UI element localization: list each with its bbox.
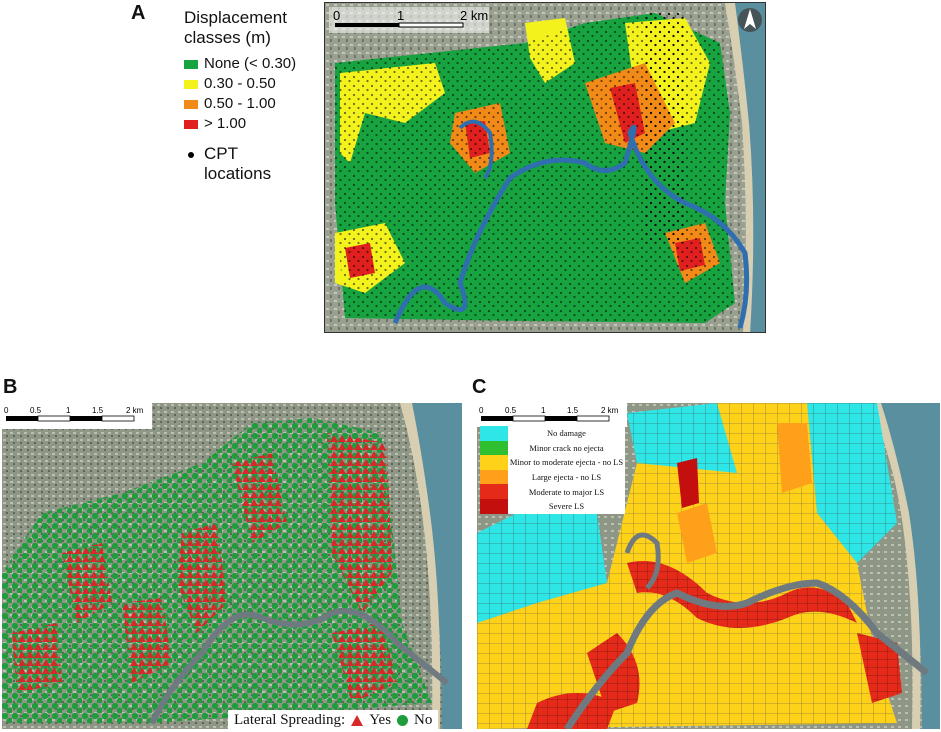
yes-triangle-icon <box>351 714 364 726</box>
damage-class-row: No damage <box>480 426 625 441</box>
legend-label: Lateral Spreading: <box>234 711 346 728</box>
no-circle-icon <box>397 714 409 726</box>
scale-b-t0: 0 <box>4 406 9 415</box>
scale-a-t0: 0 <box>333 8 340 23</box>
damage-label: Minor to moderate ejecta - no LS <box>509 457 624 468</box>
legend-title-line1: Displacement <box>184 8 287 27</box>
legend-label: > 1.00 <box>204 115 247 132</box>
damage-class-row: Large ejecta - no LS <box>480 469 625 485</box>
legend-cpt: CPT locations <box>184 144 314 184</box>
cpt-label-line2: locations <box>204 164 272 183</box>
legend-label: 0.30 - 0.50 <box>204 75 276 92</box>
damage-class-row: Moderate to major LS <box>480 484 625 499</box>
cpt-dot-icon <box>188 152 194 158</box>
no-label: No <box>414 711 433 728</box>
swatch-050-100 <box>184 99 198 109</box>
scale-b-t1: 0.5 <box>30 406 42 415</box>
scale-b-t3: 1.5 <box>92 406 104 415</box>
swatch-moderate-major-ls <box>480 484 508 499</box>
legend-class-050-100: 0.50 - 1.00 <box>184 94 314 114</box>
legend-label: None (< 0.30) <box>204 55 297 72</box>
swatch-severe-ls <box>480 498 508 514</box>
north-arrow-icon <box>738 8 762 32</box>
damage-label: Minor crack no ejecta <box>529 442 604 453</box>
damage-legend: No damage Minor crack no ejecta Minor to… <box>480 426 625 514</box>
damage-class-row: Severe LS <box>480 498 625 514</box>
damage-label: Severe LS <box>548 501 585 512</box>
map-b: 0 0.5 1 1.5 2 km <box>2 403 462 729</box>
swatch-none <box>184 59 198 69</box>
damage-label: Large ejecta - no LS <box>531 472 602 483</box>
swatch-minor-moderate-ejecta <box>480 455 508 470</box>
scale-c-t0: 0 <box>479 406 484 415</box>
swatch-large-ejecta <box>480 469 508 485</box>
scale-b-t2: 1 <box>66 406 71 415</box>
legend-class-gt100: > 1.00 <box>184 114 314 134</box>
map-a: 0 1 2 km <box>324 2 766 333</box>
cpt-label-line1: CPT <box>204 144 238 163</box>
swatch-030-050 <box>184 79 198 89</box>
damage-class-row: Minor to moderate ejecta - no LS <box>480 455 625 470</box>
scale-c-t1: 0.5 <box>505 406 517 415</box>
panel-b-letter: B <box>3 376 18 398</box>
lateral-spreading-legend: Lateral Spreading: Yes No <box>228 710 439 730</box>
scale-b-t4: 2 km <box>126 406 144 415</box>
swatch-no-damage <box>480 426 508 441</box>
scale-c-t3: 1.5 <box>567 406 579 415</box>
legend-class-none: None (< 0.30) <box>184 54 314 74</box>
damage-label: No damage <box>547 428 586 439</box>
scale-c-t2: 1 <box>541 406 546 415</box>
yes-label: Yes <box>369 711 392 728</box>
legend-title-line2: classes (m) <box>184 28 271 47</box>
scale-a-t1: 1 <box>397 8 404 23</box>
legend-label: 0.50 - 1.00 <box>204 95 276 112</box>
panel-a-letter: A <box>131 2 146 24</box>
legend-class-030-050: 0.30 - 0.50 <box>184 74 314 94</box>
legend-title: Displacement classes (m) <box>184 8 314 48</box>
damage-class-row: Minor crack no ejecta <box>480 440 625 456</box>
scale-c-t4: 2 km <box>601 406 619 415</box>
panel-c-letter: C <box>472 376 487 398</box>
scale-a-t2: 2 km <box>460 8 488 23</box>
panel-a-legend: Displacement classes (m) None (< 0.30) 0… <box>184 8 314 184</box>
damage-label: Moderate to major LS <box>528 486 605 497</box>
swatch-gt100 <box>184 119 198 129</box>
swatch-minor-crack <box>480 440 508 456</box>
